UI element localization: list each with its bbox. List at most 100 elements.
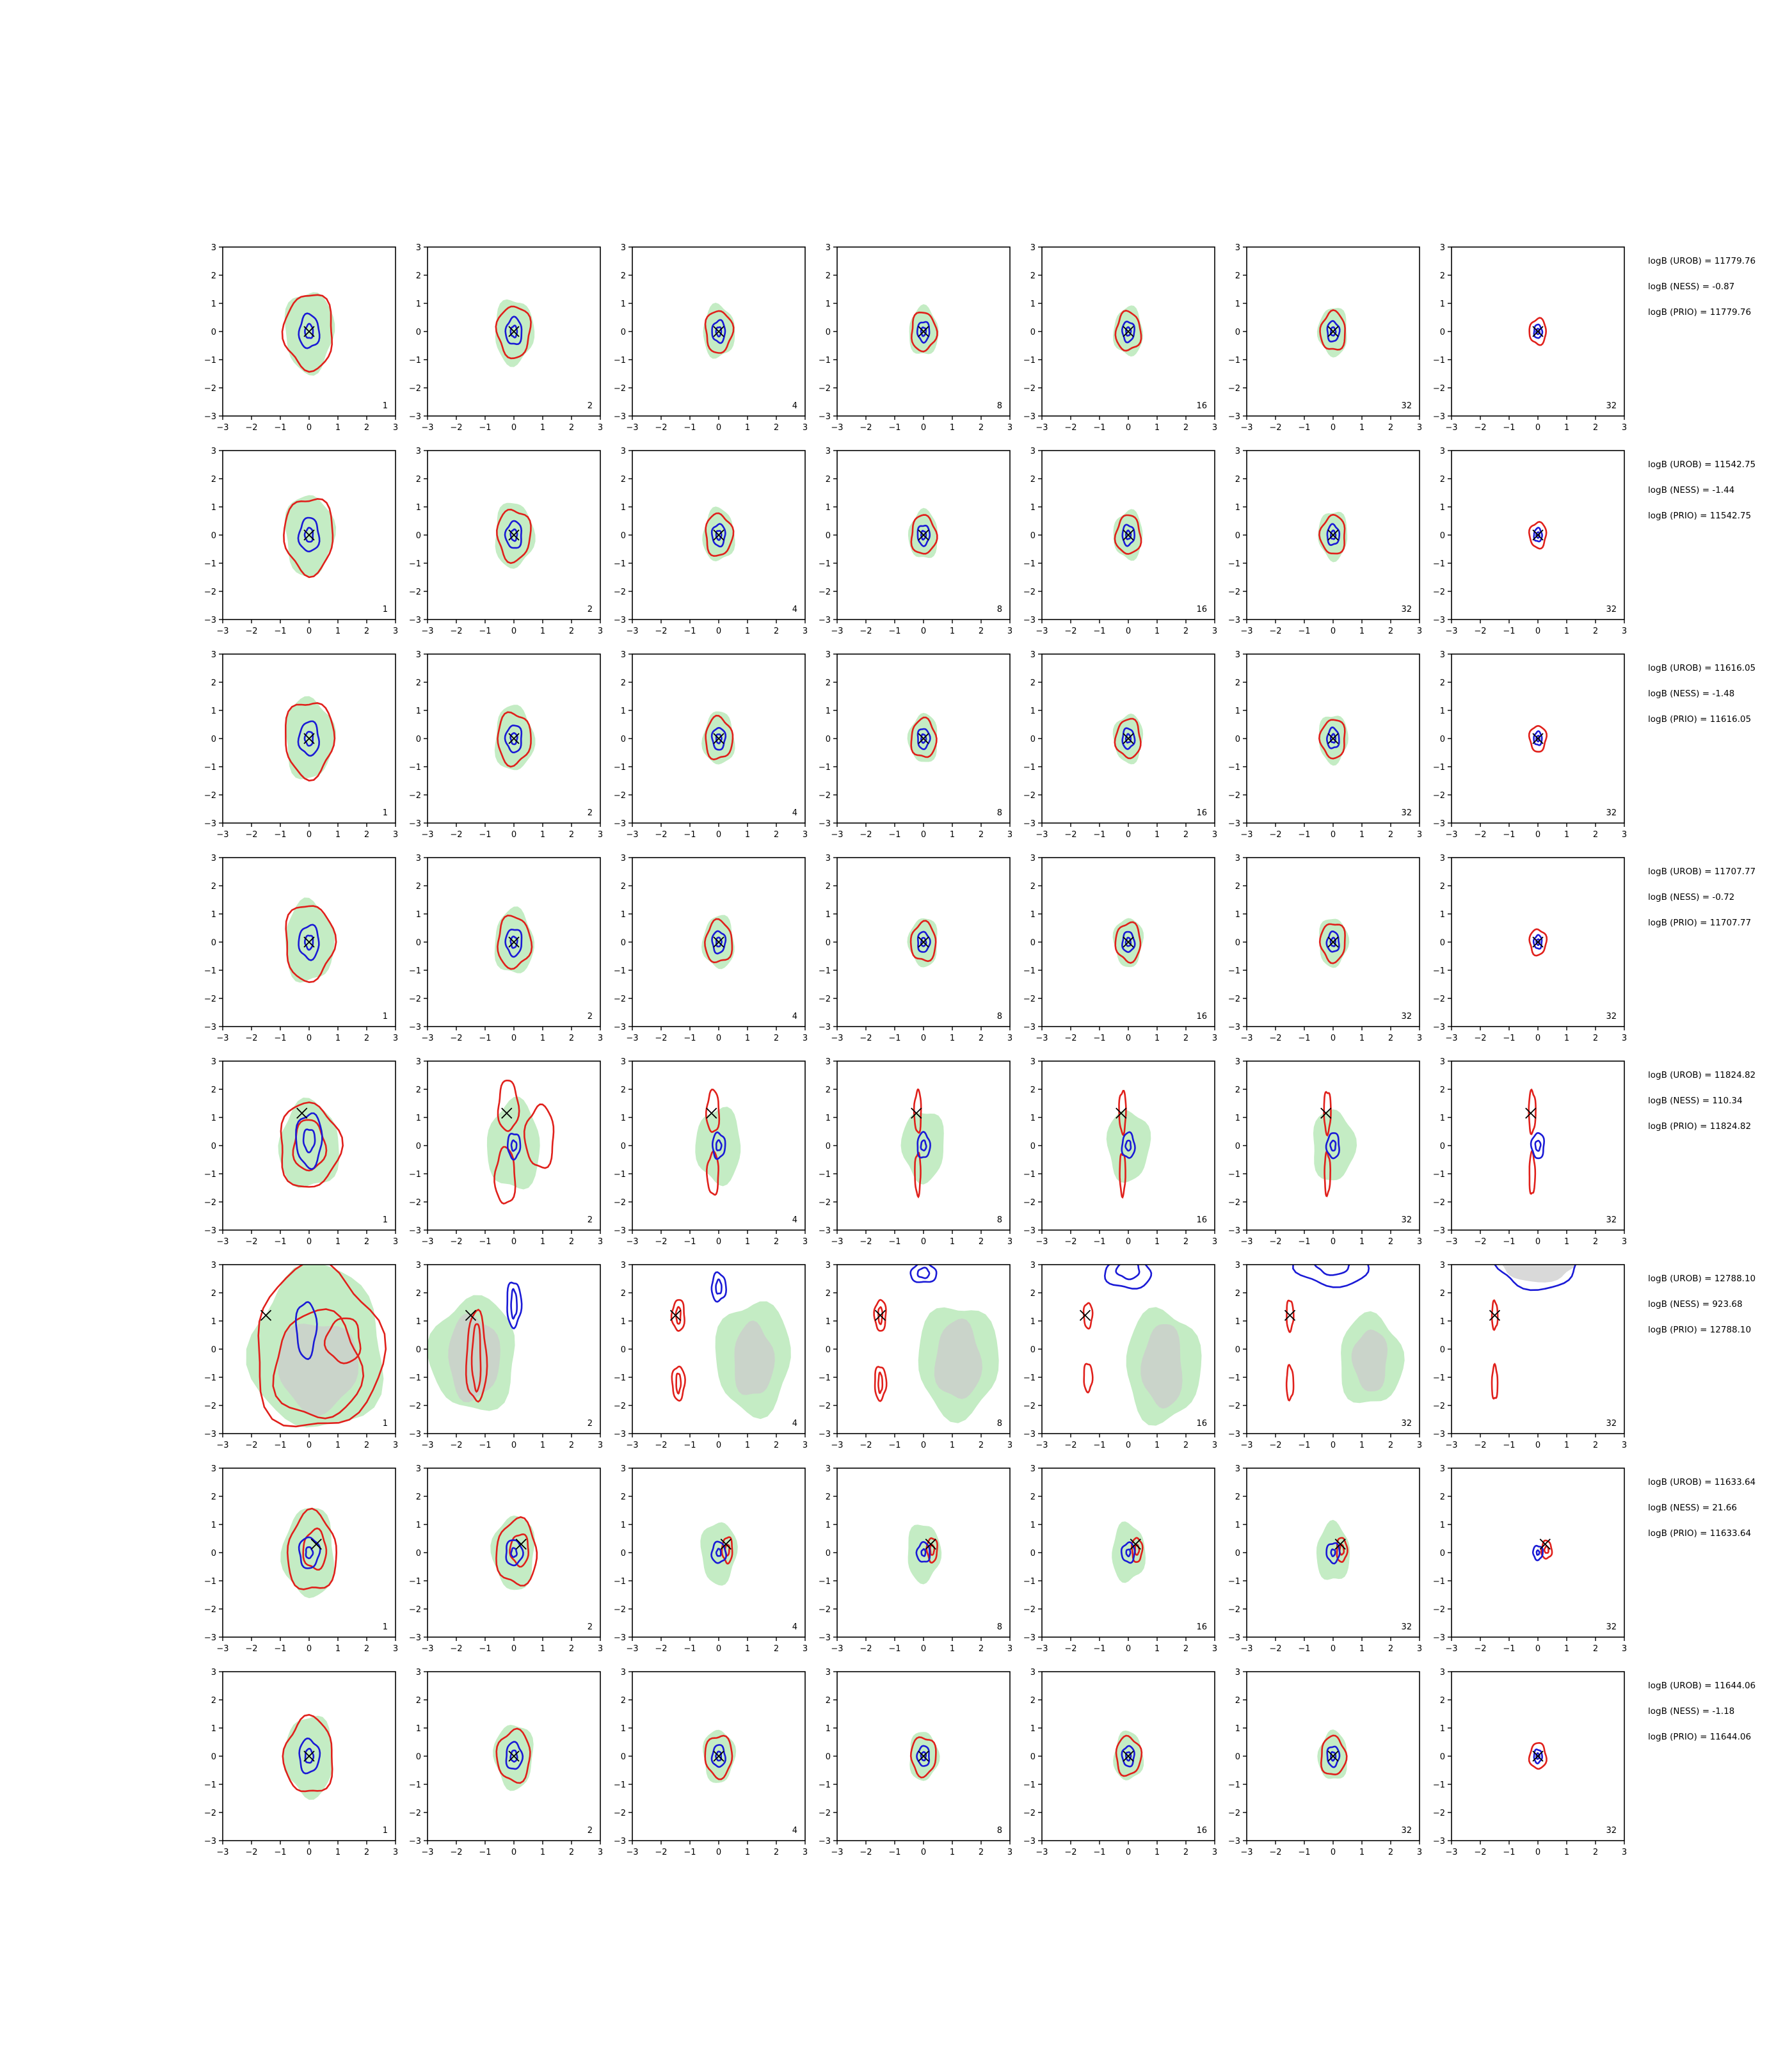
y-tick-label: −2	[819, 995, 831, 1004]
y-tick-label: −3	[409, 1023, 421, 1032]
x-tick-label: 0	[716, 1034, 721, 1043]
y-tick-label: −2	[1433, 791, 1445, 801]
red-contour	[497, 711, 532, 768]
true-value-marker	[1130, 1539, 1141, 1550]
y-tick-label: −1	[1023, 1780, 1036, 1790]
blue-contour	[1532, 1544, 1544, 1562]
y-tick-label: 3	[416, 447, 421, 456]
panel-r8-c6: −3 −2 −1 0 1 2 3 −3 −2 −1 0 1 2 3 32	[1228, 1668, 1422, 1857]
x-tick-label: 3	[1212, 1034, 1217, 1043]
x-tick-label: 1	[335, 1237, 340, 1247]
y-tick-label: −2	[204, 1809, 216, 1818]
x-tick-label: 1	[745, 1237, 750, 1247]
y-tick-label: 2	[416, 271, 421, 281]
blue-contour	[710, 1540, 727, 1564]
logb-annotation: logB (UROB) = 11633.64	[1648, 1477, 1756, 1487]
blue-contour	[1115, 1265, 1140, 1281]
panel-plot-area	[1528, 521, 1548, 550]
y-tick-label: 1	[1030, 1317, 1036, 1327]
y-tick-label: −3	[1023, 819, 1036, 829]
y-tick-label: −1	[1228, 966, 1240, 976]
blue-contour	[1103, 1265, 1153, 1290]
y-tick-label: −2	[819, 1402, 831, 1411]
x-tick-label: 1	[335, 1848, 340, 1857]
blue-contour	[920, 1139, 927, 1152]
panel-r4-c1: −3 −2 −1 0 1 2 3 −3 −2 −1 0 1 2 3 1	[204, 854, 398, 1043]
x-tick-label: −1	[1093, 1237, 1105, 1247]
y-tick-label: 2	[621, 475, 626, 484]
y-tick-label: −1	[1023, 356, 1036, 365]
x-tick-label: 1	[1359, 1441, 1364, 1450]
panel-r5-c5: −3 −2 −1 0 1 2 3 −3 −2 −1 0 1 2 3 16	[1023, 1057, 1217, 1247]
x-tick-label: 3	[598, 1237, 603, 1247]
panel-corner-label: 32	[1606, 605, 1617, 614]
x-tick-label: 0	[921, 1034, 926, 1043]
y-tick-label: −2	[409, 995, 421, 1004]
x-tick-label: 1	[1359, 1848, 1364, 1857]
panel-corner-label: 32	[1606, 1012, 1617, 1021]
blue-contour	[506, 1281, 523, 1330]
blue-contour	[1535, 1752, 1540, 1760]
x-tick-label: 0	[511, 830, 516, 840]
true-value-marker	[1327, 326, 1339, 337]
blue-contour	[1535, 1549, 1540, 1556]
y-tick-label: 3	[1440, 650, 1445, 660]
panel-r1-c6: −3 −2 −1 0 1 2 3 −3 −2 −1 0 1 2 3 32	[1228, 243, 1422, 433]
x-tick-label: −3	[1445, 1644, 1457, 1654]
blue-contour	[303, 730, 314, 747]
panel-plot-area	[285, 696, 336, 782]
x-tick-label: 1	[950, 1644, 955, 1654]
y-tick-label: −1	[819, 1373, 831, 1383]
x-tick-label: 3	[393, 1237, 398, 1247]
y-tick-label: −1	[1228, 763, 1240, 772]
y-tick-label: −3	[1433, 1633, 1445, 1643]
blue-contour	[1535, 735, 1540, 743]
panel-corner-label: 2	[588, 1215, 593, 1225]
x-tick-label: −1	[479, 423, 491, 433]
y-tick-label: −3	[409, 616, 421, 625]
red-contour	[877, 1371, 884, 1395]
x-tick-label: 2	[1593, 423, 1598, 433]
x-tick-label: 2	[774, 1441, 779, 1450]
y-tick-label: 0	[621, 328, 626, 337]
blue-contour	[1533, 730, 1543, 746]
y-tick-label: 2	[826, 271, 831, 281]
x-tick-label: −1	[1298, 423, 1310, 433]
panel-plot-area	[907, 918, 938, 968]
x-tick-label: 2	[569, 1034, 574, 1043]
x-tick-label: −1	[274, 1237, 286, 1247]
panel-corner-label: 4	[792, 1419, 797, 1428]
x-tick-label: −1	[479, 1034, 491, 1043]
y-tick-label: 3	[1030, 447, 1036, 456]
x-tick-label: −1	[684, 1441, 696, 1450]
blue-contour	[1330, 1548, 1336, 1558]
y-tick-label: −3	[204, 1023, 216, 1032]
x-tick-label: 1	[950, 1237, 955, 1247]
red-contour	[286, 1507, 338, 1590]
x-tick-label: 3	[393, 627, 398, 636]
blue-contour	[509, 324, 518, 339]
blue-contour	[920, 1548, 927, 1557]
x-tick-label: 2	[1183, 1644, 1188, 1654]
x-tick-label: −2	[860, 627, 872, 636]
red-contour	[1286, 1299, 1295, 1334]
blue-contour	[1535, 938, 1540, 947]
true-value-marker	[1123, 1750, 1134, 1762]
x-tick-label: 1	[745, 627, 750, 636]
logb-annotation: logB (PRIO) = 11707.77	[1648, 918, 1751, 928]
x-tick-label: −2	[1474, 830, 1486, 840]
x-tick-label: −1	[274, 1644, 286, 1654]
y-tick-label: −2	[204, 1402, 216, 1411]
true-value-marker	[1532, 733, 1544, 744]
x-tick-label: 2	[569, 1441, 574, 1450]
x-tick-label: 0	[1331, 1441, 1336, 1450]
x-tick-label: −3	[1445, 1848, 1457, 1857]
x-tick-label: −2	[1269, 1237, 1281, 1247]
panel-corner-label: 1	[383, 1215, 388, 1225]
panel-r7-c1: −3 −2 −1 0 1 2 3 −3 −2 −1 0 1 2 3 1	[204, 1464, 398, 1654]
x-tick-label: 2	[1593, 1237, 1598, 1247]
panel-r3-c2: −3 −2 −1 0 1 2 3 −3 −2 −1 0 1 2 3 2	[409, 650, 603, 840]
y-tick-label: 3	[211, 447, 216, 456]
x-tick-label: −1	[479, 830, 491, 840]
y-tick-label: −2	[819, 384, 831, 394]
